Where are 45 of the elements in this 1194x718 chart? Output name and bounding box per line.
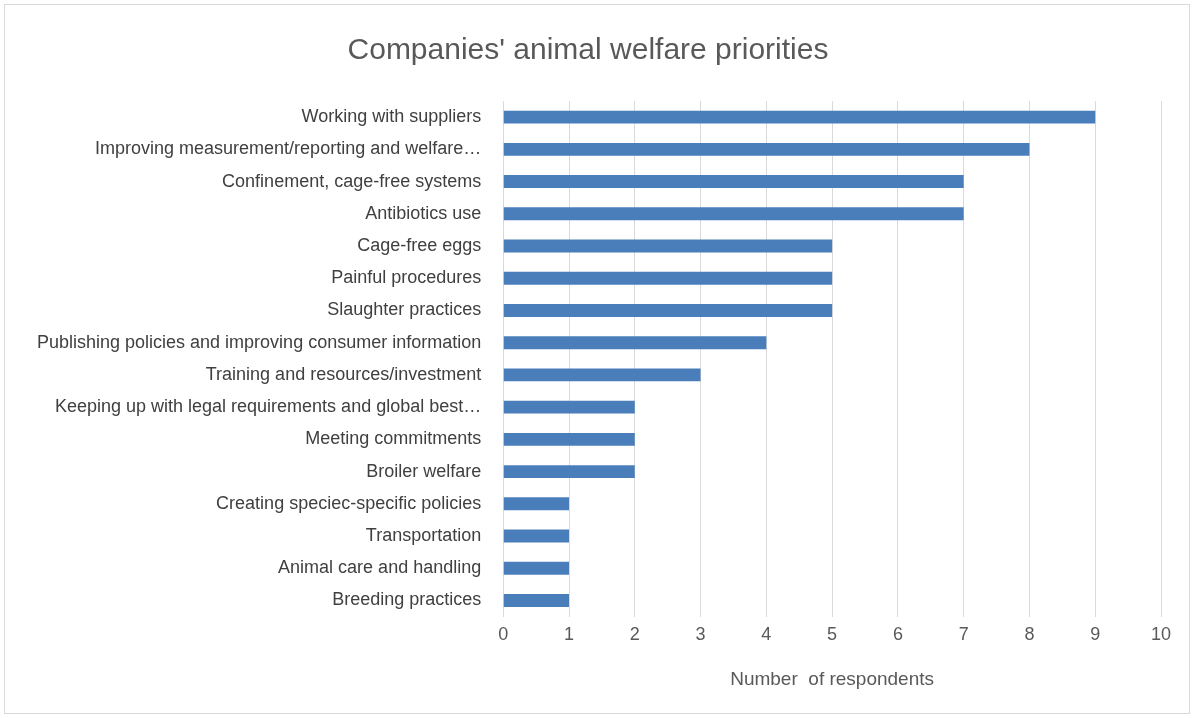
y-tick-label: Breeding practices bbox=[332, 589, 482, 610]
bar bbox=[503, 561, 569, 575]
y-tick-label: Publishing policies and improving consumer information bbox=[36, 331, 482, 352]
x-tick-label: 2 bbox=[629, 624, 640, 645]
x-tick-label: 10 bbox=[1150, 624, 1172, 645]
y-tick-label: Working with suppliers bbox=[301, 106, 482, 127]
y-tick-label: Creating speciec-specific policies bbox=[216, 492, 482, 513]
bar bbox=[503, 497, 569, 511]
bar bbox=[503, 400, 635, 414]
y-tick-label: Cage-free eggs bbox=[357, 234, 482, 255]
x-tick-label: 1 bbox=[564, 624, 575, 645]
y-tick-label: Confinement, cage-free systems bbox=[222, 170, 482, 191]
y-tick-label: Training and resources/investment bbox=[205, 363, 482, 384]
chart-title: Companies' animal welfare priorities bbox=[347, 32, 829, 66]
bar bbox=[503, 594, 569, 607]
x-axis-title: Number of respondents bbox=[730, 667, 935, 689]
bar bbox=[503, 271, 833, 285]
x-tick-label: 5 bbox=[827, 624, 838, 645]
y-tick-label: Painful procedures bbox=[331, 267, 482, 288]
bar bbox=[503, 142, 1030, 156]
y-tick-label: Meeting commitments bbox=[305, 428, 482, 449]
y-tick-label: Improving measurement/reporting and welfare… bbox=[95, 138, 482, 159]
bar bbox=[503, 465, 635, 479]
x-tick-label: 4 bbox=[761, 624, 772, 645]
bar bbox=[503, 336, 767, 350]
y-tick-label: Antibiotics use bbox=[365, 202, 482, 223]
bar bbox=[503, 207, 964, 221]
x-tick-label: 9 bbox=[1090, 624, 1101, 645]
x-tick-label: 8 bbox=[1024, 624, 1035, 645]
y-tick-label: Broiler welfare bbox=[366, 460, 482, 481]
x-tick-label: 6 bbox=[892, 624, 903, 645]
x-tick-label: 3 bbox=[695, 624, 706, 645]
y-tick-label: Animal care and handling bbox=[278, 557, 482, 578]
y-tick-label: Slaughter practices bbox=[327, 299, 482, 320]
x-tick-label: 7 bbox=[958, 624, 969, 645]
bar bbox=[503, 239, 833, 253]
bar bbox=[503, 110, 1096, 124]
y-tick-label: Transportation bbox=[365, 525, 482, 546]
x-tick-label: 0 bbox=[498, 624, 509, 645]
bar bbox=[503, 368, 701, 382]
y-tick-label: Keeping up with legal requirements and global best… bbox=[54, 396, 482, 417]
bar bbox=[503, 304, 833, 317]
bar bbox=[503, 529, 569, 543]
bar bbox=[503, 432, 635, 446]
bar bbox=[503, 175, 964, 189]
